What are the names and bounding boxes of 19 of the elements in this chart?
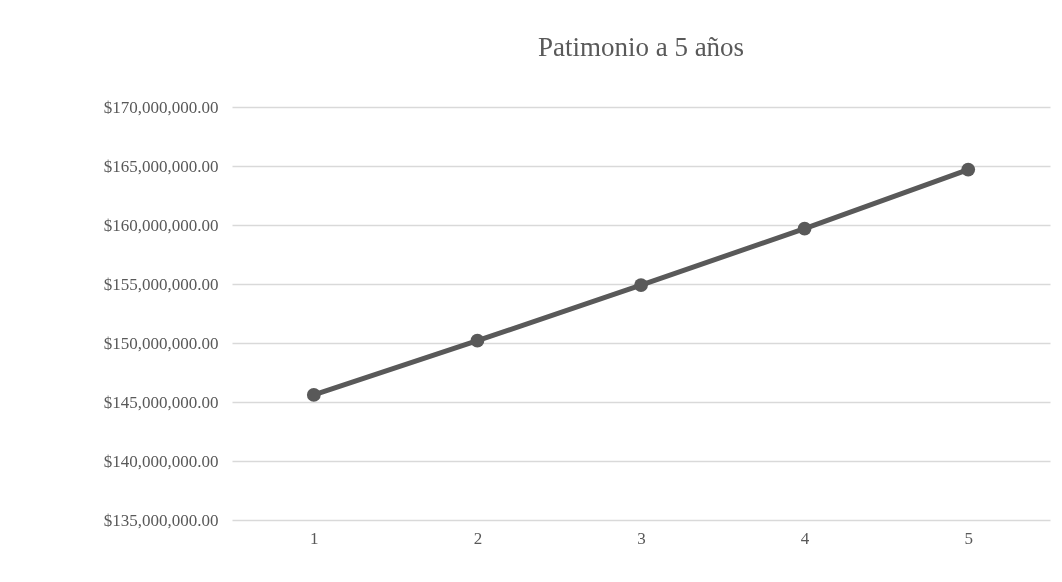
point bbox=[961, 162, 976, 177]
y-tick-label: $165,000,000.00 bbox=[103, 156, 219, 176]
y-tick-label: $160,000,000.00 bbox=[103, 215, 219, 235]
x-tick-label: 2 bbox=[473, 528, 483, 548]
point bbox=[797, 221, 812, 236]
y-tick-label: $145,000,000.00 bbox=[103, 392, 219, 412]
y-tick-label: $155,000,000.00 bbox=[103, 274, 219, 294]
y-tick-label: $140,000,000.00 bbox=[103, 451, 219, 471]
x-tick-label: 3 bbox=[637, 528, 646, 548]
y-tick-label: $150,000,000.00 bbox=[103, 333, 219, 353]
point bbox=[470, 333, 485, 348]
point bbox=[634, 278, 648, 293]
y-tick-label: $170,000,000.00 bbox=[103, 97, 219, 117]
y-tick-label: $135,000,000.00 bbox=[103, 510, 219, 530]
chart-title: Patimonio a 5 años bbox=[537, 32, 745, 62]
x-tick-label: 4 bbox=[800, 528, 810, 548]
x-tick-label: 5 bbox=[964, 528, 973, 548]
x-tick-label: 1 bbox=[310, 528, 319, 548]
point bbox=[306, 388, 321, 402]
